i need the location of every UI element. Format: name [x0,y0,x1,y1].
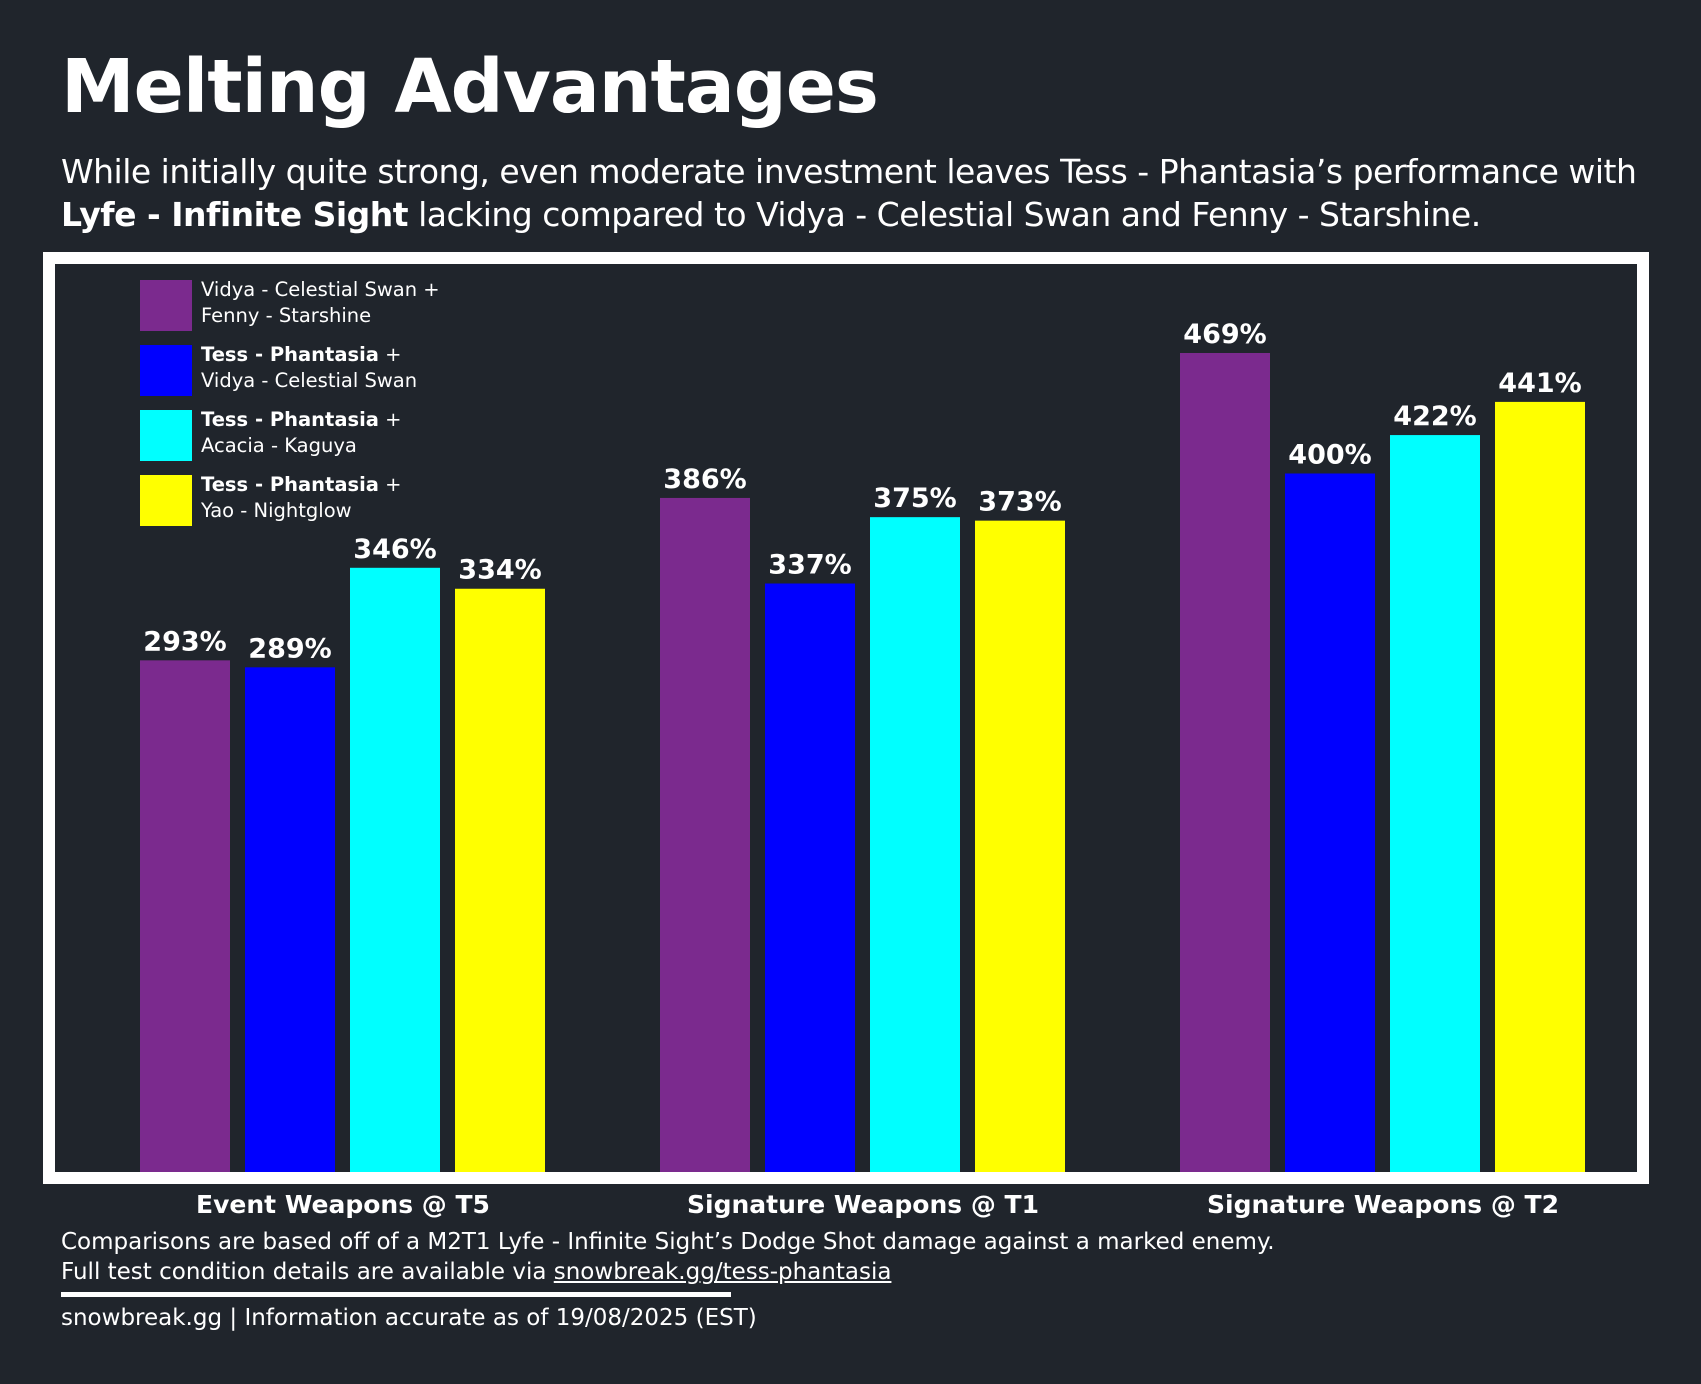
data-label-signature-t2-vidya-fenny: 469% [1183,319,1266,350]
footer-divider [61,1292,731,1297]
chart-title: Melting Advantages [61,44,879,130]
legend-text-vidya-fenny: Vidya - Celestial Swan + Fenny - Starshi… [201,277,440,329]
legend: Vidya - Celestial Swan + Fenny - Starshi… [140,277,440,540]
bar-labels-group: 293% 289% 346% 334% 386% 337% 375% 373% 469% 400%… [143,319,1581,664]
data-label-signature-t2-tess-acacia: 422% [1393,401,1476,432]
bar-event-t5-vidya-fenny [140,660,230,1172]
legend-swatch-tess-acacia [140,410,192,461]
legend-item-tess-yao: Tess - Phantasia + Yao - Nightglow [140,472,440,540]
footnote-prefix: Full test condition details are availabl… [61,1259,554,1285]
bar-signature-t1-tess-yao [975,520,1065,1172]
legend-swatch-tess-vidya [140,345,192,396]
legend-text-tess-acacia: Tess - Phantasia + Acacia - Kaguya [201,407,402,459]
subtitle-highlight: Lyfe - Infinite Sight [61,195,409,234]
bar-signature-t2-tess-yao [1495,401,1585,1172]
footnote-line-1: Comparisons are based off of a M2T1 Lyfe… [61,1229,1275,1255]
bar-event-t5-tess-yao [455,588,545,1172]
data-label-signature-t1-tess-yao: 373% [978,487,1061,518]
footer-credit: snowbreak.gg | Information accurate as o… [61,1305,757,1331]
legend-label-line-1: Tess - Phantasia + [201,343,402,366]
bar-signature-t2-tess-acacia [1390,435,1480,1173]
legend-item-tess-acacia: Tess - Phantasia + Acacia - Kaguya [140,407,440,475]
legend-text-tess-yao: Tess - Phantasia + Yao - Nightglow [201,472,402,524]
chart-subtitle: While initially quite strong, even moder… [61,150,1661,236]
legend-swatch-vidya-fenny [140,280,192,331]
bar-signature-t1-tess-vidya [765,583,855,1172]
legend-text-tess-vidya: Tess - Phantasia + Vidya - Celestial Swa… [201,342,417,394]
data-label-signature-t1-tess-vidya: 337% [768,550,851,581]
bar-event-t5-tess-acacia [350,567,440,1172]
data-label-event-t5-vidya-fenny: 293% [143,626,226,657]
legend-label-line-2: Fenny - Starshine [201,304,372,327]
legend-label-line-2: Vidya - Celestial Swan [201,369,418,392]
chart-frame [43,252,1649,1184]
bars-group [140,353,1585,1173]
category-label-signature-t1: Signature Weapons @ T1 [687,1190,1039,1219]
subtitle-line-1: While initially quite strong, even moder… [61,152,1637,191]
legend-label-line-2: Yao - Nightglow [201,499,352,522]
bar-signature-t2-vidya-fenny [1180,353,1270,1172]
bar-signature-t2-tess-vidya [1285,473,1375,1172]
test-details-link[interactable]: snowbreak.gg/tess-phantasia [553,1259,892,1285]
data-label-signature-t2-tess-yao: 441% [1498,368,1581,399]
legend-label-line-2: Acacia - Kaguya [201,434,357,457]
category-label-signature-t2: Signature Weapons @ T2 [1207,1190,1559,1219]
footnote-line-2: Full test condition details are availabl… [61,1259,891,1285]
legend-label-line-1: Vidya - Celestial Swan + [201,278,440,301]
legend-item-tess-vidya: Tess - Phantasia + Vidya - Celestial Swa… [140,342,440,410]
data-label-event-t5-tess-acacia: 346% [353,534,436,565]
subtitle-line-2-rest: lacking compared to Vidya - Celestial Sw… [408,195,1481,234]
legend-item-vidya-fenny: Vidya - Celestial Swan + Fenny - Starshi… [140,277,440,345]
data-label-signature-t1-vidya-fenny: 386% [663,464,746,495]
data-label-event-t5-tess-vidya: 289% [248,633,331,664]
legend-label-line-1: Tess - Phantasia + [201,473,402,496]
legend-label-line-1: Tess - Phantasia + [201,408,402,431]
data-label-signature-t2-tess-vidya: 400% [1288,439,1371,470]
data-label-event-t5-tess-yao: 334% [458,555,541,586]
bar-event-t5-tess-vidya [245,667,335,1172]
subtitle-line-2: Lyfe - Infinite Sight lacking compared t… [61,193,1661,236]
bar-signature-t1-vidya-fenny [660,497,750,1172]
category-label-event-t5: Event Weapons @ T5 [196,1190,490,1219]
data-label-signature-t1-tess-acacia: 375% [873,483,956,514]
bar-signature-t1-tess-acacia [870,517,960,1172]
legend-swatch-tess-yao [140,475,192,526]
